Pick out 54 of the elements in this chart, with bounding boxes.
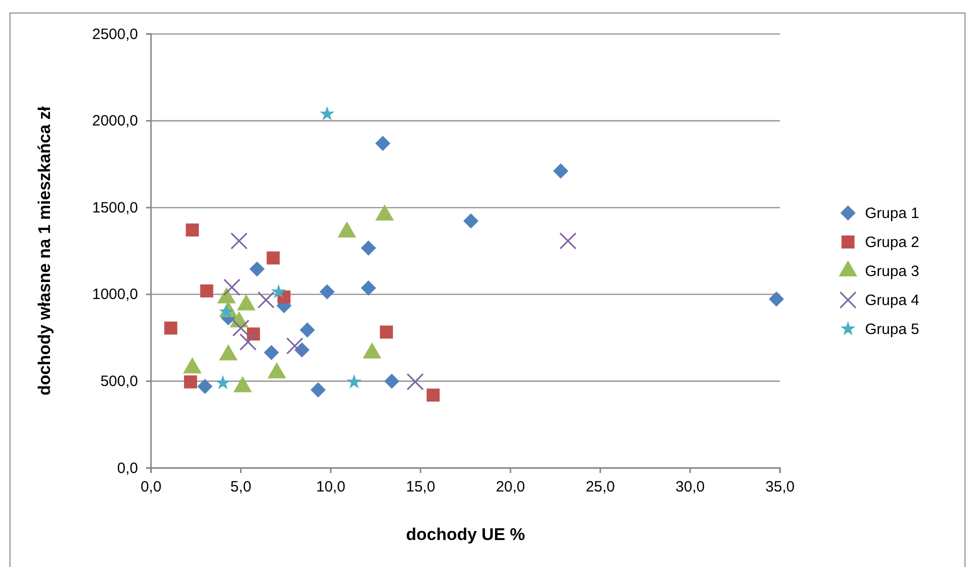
point bbox=[553, 163, 568, 179]
legend-label: Grupa 2 bbox=[865, 234, 920, 251]
point bbox=[230, 232, 248, 250]
point bbox=[360, 240, 376, 256]
point bbox=[320, 106, 335, 120]
x-tick-label: 0,0 bbox=[140, 478, 162, 496]
x-tick-label: 30,0 bbox=[676, 478, 705, 496]
x-tick-label: 5,0 bbox=[230, 478, 252, 496]
point bbox=[310, 382, 326, 398]
x-tick-label: 15,0 bbox=[406, 478, 436, 496]
point bbox=[197, 378, 213, 394]
x-axis-title: dochody UE % bbox=[406, 525, 526, 544]
point bbox=[223, 278, 240, 296]
legend-label: Grupa 5 bbox=[865, 321, 920, 338]
point bbox=[286, 337, 304, 355]
x-tick-label: 25,0 bbox=[586, 478, 615, 496]
point bbox=[380, 326, 393, 339]
point bbox=[406, 373, 424, 390]
y-tick-label: 2500,0 bbox=[92, 26, 138, 43]
point bbox=[184, 375, 198, 388]
point bbox=[426, 388, 440, 402]
point bbox=[320, 284, 335, 300]
point bbox=[200, 284, 214, 298]
point bbox=[375, 136, 390, 151]
y-tick-label: 1000,0 bbox=[92, 286, 138, 304]
y-tick-label: 500,0 bbox=[100, 373, 138, 390]
x-tick-label: 10,0 bbox=[316, 478, 346, 496]
x-tick-label: 20,0 bbox=[496, 478, 526, 496]
y-axis-title: dochody własne na 1 mieszkańca zł bbox=[35, 106, 54, 396]
legend-label: Grupa 4 bbox=[865, 292, 920, 309]
y-tick-label: 1500,0 bbox=[92, 199, 138, 216]
legend-label: Grupa 3 bbox=[865, 263, 920, 280]
point bbox=[215, 375, 230, 390]
point bbox=[257, 291, 275, 309]
point bbox=[249, 261, 265, 277]
point bbox=[384, 374, 400, 389]
x-tick-label: 35,0 bbox=[765, 478, 795, 496]
point bbox=[559, 232, 577, 250]
point bbox=[232, 319, 250, 337]
point bbox=[768, 291, 784, 307]
point bbox=[360, 280, 376, 296]
point bbox=[266, 251, 280, 264]
point bbox=[300, 322, 315, 338]
point bbox=[271, 284, 286, 298]
point bbox=[463, 213, 478, 229]
point bbox=[186, 223, 199, 237]
point bbox=[239, 333, 257, 351]
point bbox=[218, 304, 234, 318]
point bbox=[346, 374, 362, 388]
y-tick-label: 2000,0 bbox=[92, 112, 138, 130]
point bbox=[164, 322, 178, 335]
y-tick-label: 0,0 bbox=[117, 460, 138, 477]
point bbox=[264, 344, 279, 360]
legend-label: Grupa 1 bbox=[865, 205, 920, 222]
